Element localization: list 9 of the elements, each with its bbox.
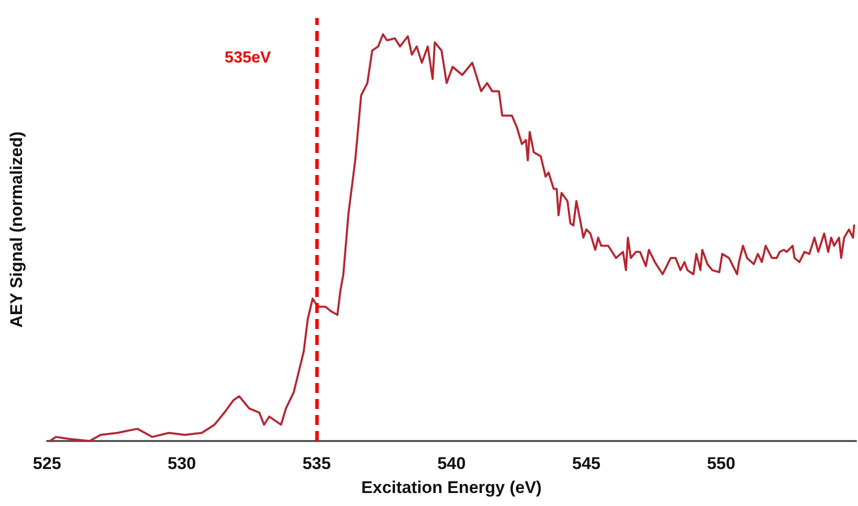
y-axis-title: AEY Signal (normalized) <box>7 131 26 328</box>
x-tick-label: 525 <box>32 454 62 473</box>
ref-line-label: 535eV <box>224 50 272 66</box>
x-tick-label: 550 <box>706 454 736 473</box>
x-axis-title: Excitation Energy (eV) <box>361 478 542 497</box>
x-tick-label: 545 <box>572 454 601 473</box>
x-tick-label: 535 <box>302 454 331 473</box>
x-tick-label: 530 <box>168 454 196 473</box>
x-tick-label: 540 <box>437 454 466 473</box>
